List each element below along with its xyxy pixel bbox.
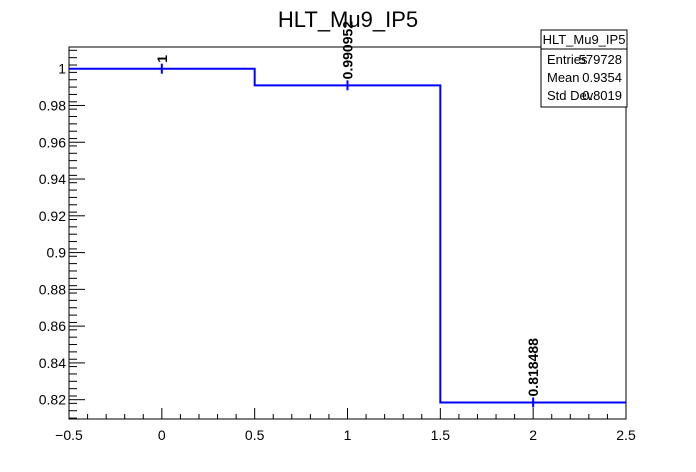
stats-mean-value: 0.9354 xyxy=(582,70,622,85)
bin-value-label: 0.990952 xyxy=(340,21,356,80)
bin-value-label: 1 xyxy=(154,55,170,63)
y-tick-label: 0.82 xyxy=(39,392,66,408)
stats-title: HLT_Mu9_IP5 xyxy=(543,32,626,47)
y-tick-label: 0.84 xyxy=(39,355,66,371)
x-tick-label: 0.5 xyxy=(245,427,265,443)
y-tick-label: 0.88 xyxy=(39,281,66,297)
y-tick-label: 0.86 xyxy=(39,318,66,334)
y-tick-label: 0.92 xyxy=(39,208,66,224)
stats-box: HLT_Mu9_IP5 Entries 579728 Mean 0.9354 S… xyxy=(540,29,628,108)
stats-stddev-value: 0.8019 xyxy=(582,88,622,103)
stats-entries-value: 579728 xyxy=(579,52,622,67)
stats-stddev-label: Std Dev xyxy=(547,88,594,103)
x-tick-label: 0 xyxy=(158,427,166,443)
x-tick-label: −0.5 xyxy=(55,427,83,443)
x-tick-label: 2 xyxy=(529,427,537,443)
x-tick-label: 2.5 xyxy=(616,427,636,443)
stats-mean-label: Mean xyxy=(547,70,580,85)
x-tick-label: 1.5 xyxy=(431,427,451,443)
y-tick-label: 0.96 xyxy=(39,134,66,150)
histogram-step-line xyxy=(69,67,626,404)
bin-value-label: 0.818488 xyxy=(525,338,541,397)
chart-title: HLT_Mu9_IP5 xyxy=(278,7,418,32)
y-tick-label: 1 xyxy=(58,61,66,77)
x-tick-label: 1 xyxy=(344,427,352,443)
y-tick-label: 0.94 xyxy=(39,171,66,187)
y-tick-label: 0.98 xyxy=(39,97,66,113)
y-tick-label: 0.9 xyxy=(47,245,67,261)
stats-entries-label: Entries xyxy=(547,52,588,67)
